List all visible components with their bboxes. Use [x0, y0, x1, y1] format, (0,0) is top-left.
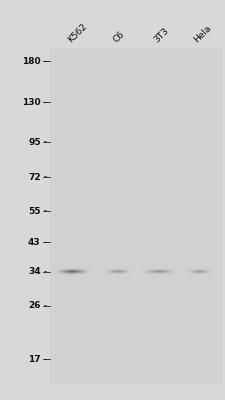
Text: 180: 180	[22, 57, 40, 66]
Text: -: -	[43, 207, 46, 216]
Text: -: -	[43, 355, 46, 364]
Text: -: -	[43, 238, 46, 247]
Text: 55: 55	[28, 207, 40, 216]
Text: 17: 17	[28, 355, 40, 364]
Text: Hela: Hela	[192, 23, 212, 44]
Text: 34: 34	[28, 267, 40, 276]
Text: 3T3: 3T3	[151, 26, 169, 44]
Bar	[50, 48, 220, 384]
Text: C6: C6	[111, 29, 126, 44]
Text: 130: 130	[22, 98, 40, 107]
Text: -: -	[43, 267, 46, 276]
Text: 72: 72	[28, 172, 40, 182]
Text: -: -	[43, 138, 46, 146]
Text: -: -	[43, 57, 46, 66]
Text: -: -	[43, 301, 46, 310]
Text: -: -	[43, 172, 46, 182]
Text: -: -	[43, 98, 46, 107]
Text: 43: 43	[28, 238, 40, 247]
Text: 95: 95	[28, 138, 40, 146]
Text: K562: K562	[66, 21, 88, 44]
Text: 26: 26	[28, 301, 40, 310]
